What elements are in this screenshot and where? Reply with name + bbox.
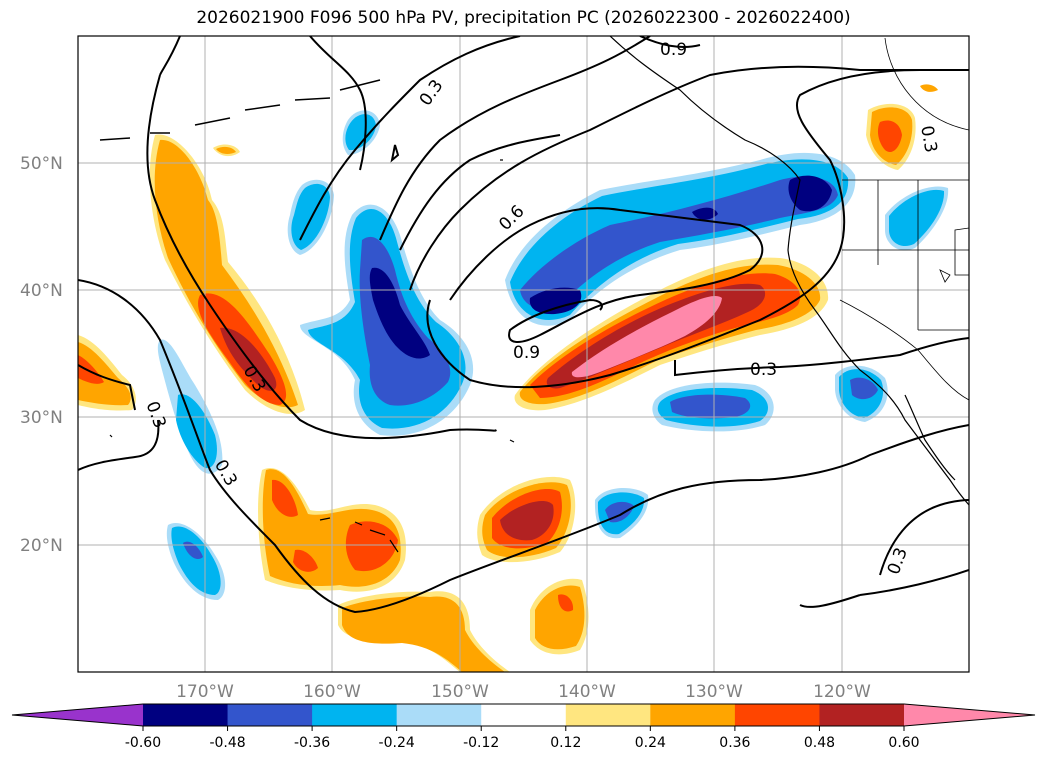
colorbar: -0.60 -0.48 -0.36 -0.24 -0.12 0.12 0.24 0.36 0.4… (11, 703, 1036, 751)
colorbar-extend-min (12, 704, 143, 726)
pv-contour-line (426, 69, 969, 389)
precip-positive-area (920, 84, 938, 92)
lon-label-160w: 160°W (303, 682, 361, 702)
lat-label-20n: 20°N (20, 536, 63, 556)
plot-content: 0.3 0.6 0.9 0.9 0.3 0.3 0.3 0.3 0.3 0.3 (78, 36, 969, 672)
lon-label-120w: 120°W (813, 682, 871, 702)
precip-positive-area (877, 120, 902, 153)
precip-positive-area (78, 355, 104, 384)
colorbar-segment (396, 704, 482, 726)
pv-contour-line (299, 36, 521, 241)
colorbar-segment (227, 704, 313, 726)
colorbar-segment (312, 704, 398, 726)
precip-positive-area (535, 585, 585, 650)
precip-positive-area (154, 139, 298, 408)
precip-positive-area (500, 500, 554, 541)
precip-positive-area (558, 594, 574, 612)
precip-positive-area (216, 146, 236, 154)
colorbar-label: 0.12 (550, 735, 581, 751)
precip-negative-area (183, 541, 203, 560)
pv-contour-line (78, 364, 136, 411)
pv-contour-line (399, 134, 561, 251)
precip-positive-area (293, 549, 318, 572)
precip-negative-area (529, 287, 582, 315)
pv-contour-line (390, 144, 400, 163)
pv-contour-line (449, 207, 764, 343)
precip-negative-area (670, 394, 751, 419)
longitude-labels: 170°W 160°W 150°W 140°W 130°W 120°W (176, 682, 871, 702)
pv-contour-line (159, 36, 181, 76)
colorbar-label: -0.48 (209, 735, 245, 751)
precip-negative-area (850, 377, 878, 400)
pv-contour-line (799, 594, 861, 608)
colorbar-label: 0.36 (719, 735, 750, 751)
precip-positive-area (78, 342, 131, 406)
colorbar-label: 0.48 (804, 735, 835, 751)
graticule (78, 36, 969, 672)
pv-contours (78, 36, 969, 614)
colorbar-segment (734, 704, 820, 726)
pv-contour-line (78, 419, 160, 471)
precip-negative-area (889, 189, 945, 247)
pv-contour-line (309, 36, 367, 171)
lat-label-40n: 40°N (20, 281, 63, 301)
contour-label: 0.9 (660, 40, 687, 60)
pv-contour-line (78, 279, 969, 614)
colorbar-label: -0.60 (125, 735, 161, 751)
colorbar-label: 0.60 (888, 735, 919, 751)
pv-contour-line (859, 569, 969, 596)
map-title: 2026021900 F096 500 hPa PV, precipitatio… (196, 8, 851, 28)
colorbar-segment (565, 704, 651, 726)
pv-contour-line (879, 499, 969, 576)
colorbar-label: 0.24 (635, 735, 666, 751)
lon-label-130w: 130°W (685, 682, 743, 702)
lon-label-150w: 150°W (431, 682, 489, 702)
colorbar-extend-max (904, 704, 1035, 726)
lon-label-140w: 140°W (558, 682, 616, 702)
pv-contour-line (146, 74, 497, 440)
pv-contour-line (674, 337, 969, 377)
plot-frame (77, 35, 970, 673)
coastlines (99, 36, 969, 553)
precip-negative-area (692, 207, 718, 220)
precip-positive-area (571, 295, 722, 378)
precip-positive-area (342, 596, 505, 672)
contour-label: 0.3 (750, 360, 777, 380)
colorbar-label: -0.24 (379, 735, 415, 751)
pv-contour-line (639, 36, 701, 48)
colorbar-label: -0.36 (294, 735, 330, 751)
colorbar-segment (819, 704, 905, 726)
pv-contour-line (409, 65, 969, 291)
pv-contour-line (379, 36, 651, 241)
precip-positive-area (272, 479, 298, 517)
precip-negative-area (520, 176, 838, 310)
lat-label-30n: 30°N (20, 408, 63, 428)
contour-label: 0.9 (513, 343, 540, 363)
colorbar-segment (143, 704, 229, 726)
lat-label-50n: 50°N (20, 154, 63, 174)
colorbar-segment (650, 704, 736, 726)
latitude-labels: 50°N 40°N 30°N 20°N (20, 154, 63, 556)
colorbar-segment (481, 704, 567, 726)
precip-positive-area (345, 521, 398, 572)
colorbar-label: -0.12 (463, 735, 499, 751)
lon-label-170w: 170°W (176, 682, 234, 702)
contour-label: 0.3 (916, 124, 940, 154)
precip-negative-area (345, 114, 376, 151)
